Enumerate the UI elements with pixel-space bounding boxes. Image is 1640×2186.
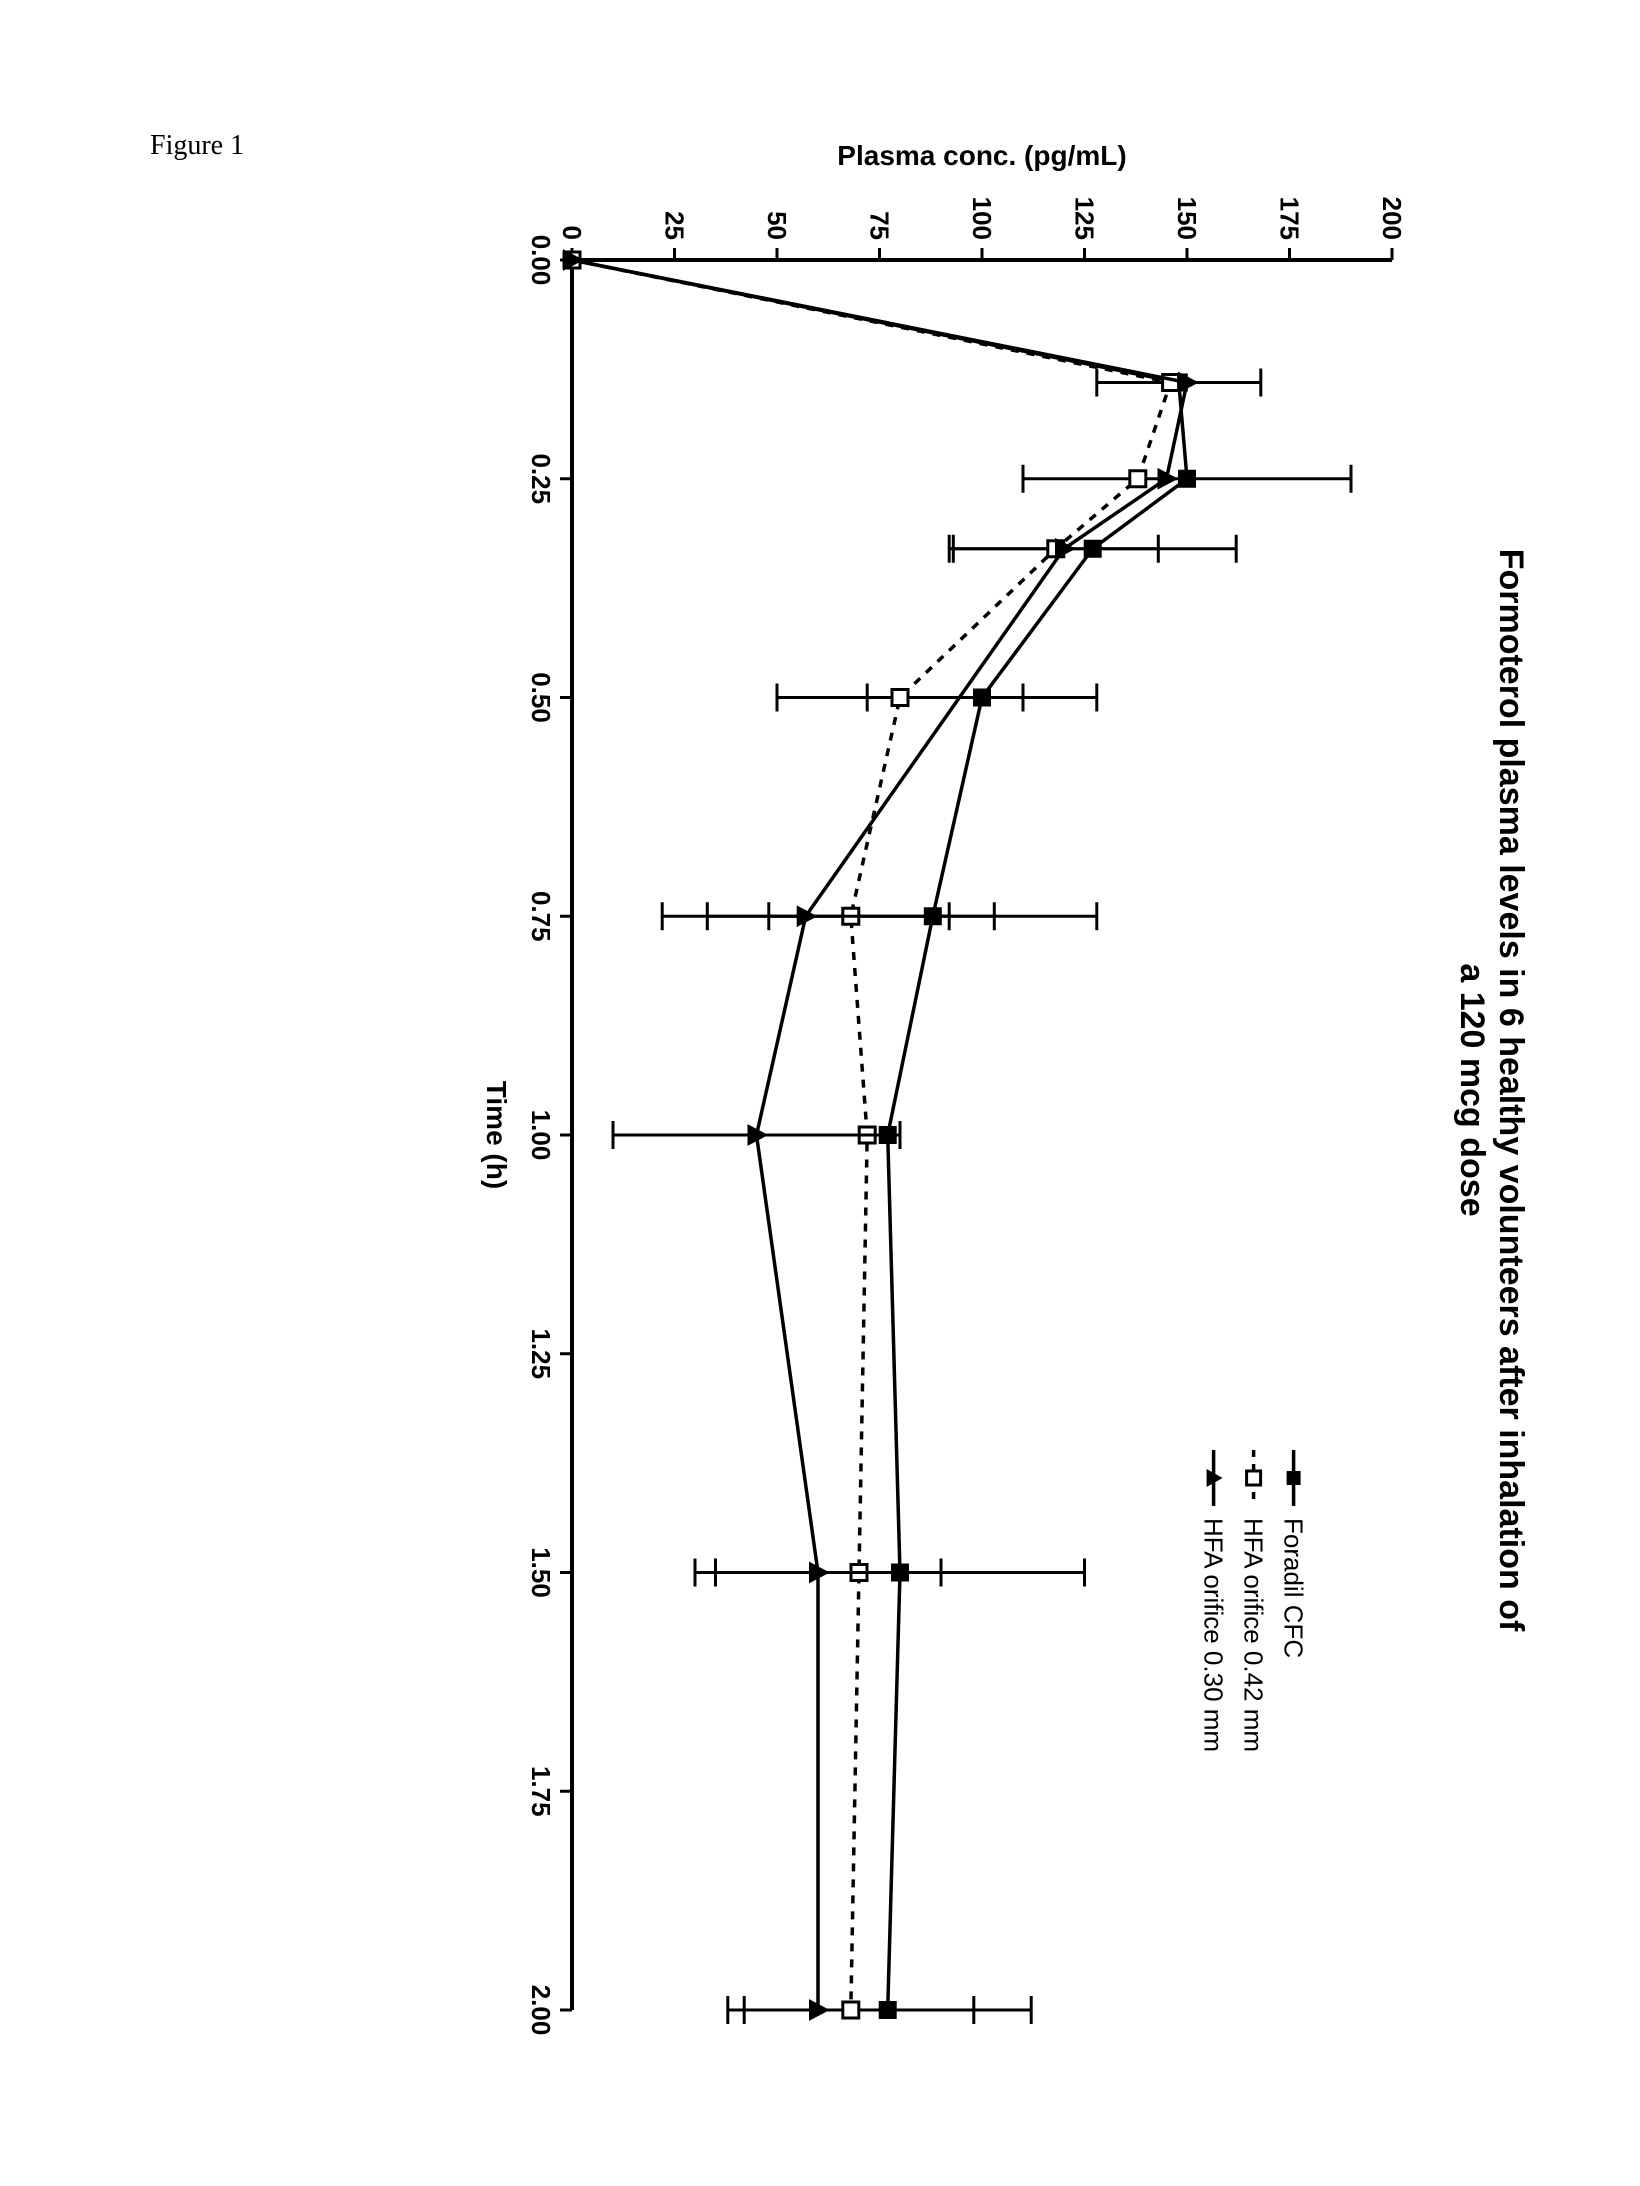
y-tick-label: 100 <box>967 197 997 240</box>
x-tick-label: 0.50 <box>526 672 556 723</box>
x-axis-label: Time (h) <box>481 1081 512 1189</box>
y-tick-label: 0 <box>557 226 587 240</box>
chart-title: Formoterol plasma levels in 6 healthy vo… <box>1452 130 1530 2050</box>
chart-title-line1: Formoterol plasma levels in 6 healthy vo… <box>1491 130 1530 2050</box>
legend-label-foradil_cfc: Foradil CFC <box>1279 1518 1309 1658</box>
page: Figure 1 Formoterol plasma levels in 6 h… <box>0 0 1640 2186</box>
figure-caption: Figure 1 <box>150 130 244 162</box>
y-tick-label: 25 <box>660 211 690 240</box>
y-tick-label: 75 <box>865 211 895 240</box>
x-tick-label: 1.50 <box>526 1547 556 1598</box>
chart-svg: 0 25 50 75 100 125 150 175 200 0.00 0.25 0.50 0.75 1.… <box>452 130 1412 2050</box>
x-tick-label: 1.25 <box>526 1328 556 1379</box>
x-tick-label: 0.75 <box>526 891 556 942</box>
chart-title-line2: a 120 mcg dose <box>1452 130 1491 2050</box>
legend-label-hfa_030: HFA orifice 0.30 mm <box>1199 1518 1229 1752</box>
chart-rotated-container: Formoterol plasma levels in 6 healthy vo… <box>420 130 1540 2050</box>
x-tick-label: 1.75 <box>526 1766 556 1817</box>
y-tick-label: 150 <box>1172 197 1202 240</box>
x-tick-label: 0.00 <box>526 235 556 286</box>
y-tick-label: 50 <box>762 211 792 240</box>
chart-plot: 0 25 50 75 100 125 150 175 200 0.00 0.25 0.50 0.75 1.… <box>447 130 1412 2050</box>
x-tick-label: 1.00 <box>526 1110 556 1161</box>
y-axis-label: Plasma conc. (pg/mL) <box>837 140 1126 171</box>
legend-label-hfa_042: HFA orifice 0.42 mm <box>1239 1518 1269 1752</box>
x-tick-label: 2.00 <box>526 1985 556 2036</box>
x-tick-label: 0.25 <box>526 453 556 504</box>
y-tick-label: 200 <box>1377 197 1407 240</box>
y-tick-label: 125 <box>1070 197 1100 240</box>
y-tick-label: 175 <box>1275 197 1305 240</box>
legend: Foradil CFC HFA orifice 0.42 mm HFA orific… <box>1199 1450 1309 1752</box>
